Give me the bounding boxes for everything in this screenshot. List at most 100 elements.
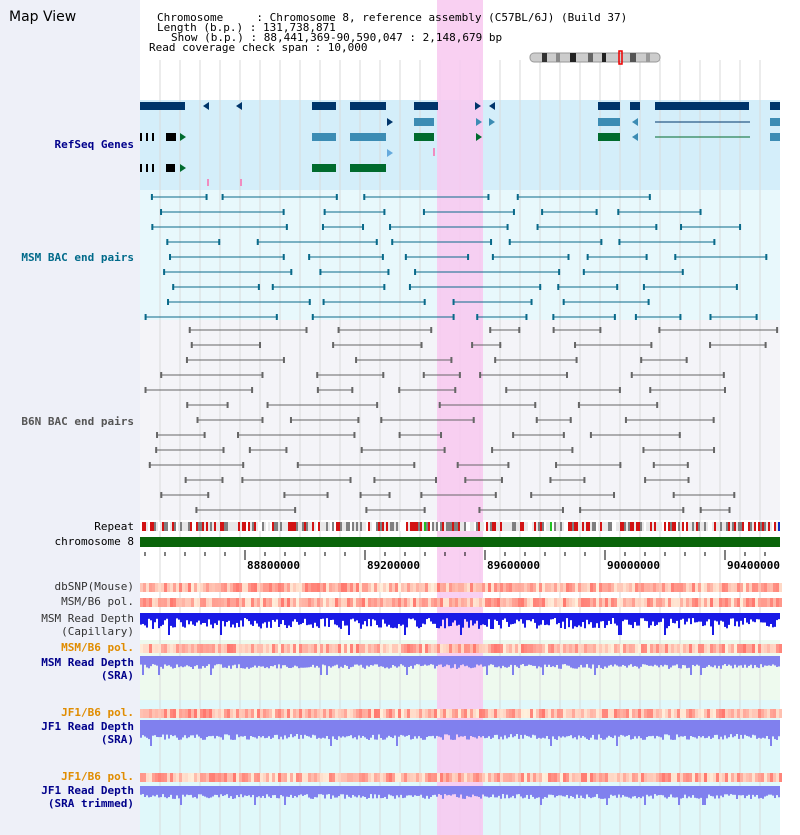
- heat-cell: [629, 773, 632, 782]
- depth-bar: [474, 786, 476, 797]
- length-info: Length (b.p.) : 131,738,871: [157, 21, 336, 34]
- depth-bar: [244, 613, 246, 619]
- depth-bar: [548, 613, 550, 626]
- depth-bar: [280, 786, 282, 796]
- heat-cell: [215, 644, 218, 653]
- repeat-mark: [708, 522, 710, 531]
- heat-cell: [284, 598, 287, 607]
- depth-bar: [468, 786, 470, 797]
- repeat-track-label[interactable]: Repeat: [94, 520, 134, 533]
- repeat-mark: [700, 522, 702, 531]
- heat-cell: [377, 709, 380, 718]
- depth-bar: [332, 720, 334, 737]
- heat-cell: [743, 583, 746, 592]
- repeat-mark: [274, 522, 276, 531]
- depth-bar: [208, 613, 210, 620]
- chromosome-track-label[interactable]: chromosome 8: [54, 535, 134, 548]
- depth-bar: [256, 613, 258, 624]
- heat-cell: [479, 773, 482, 782]
- depth-bar: [526, 720, 528, 736]
- heat-cell: [734, 644, 737, 653]
- depth-bar: [634, 656, 636, 666]
- heat-cell: [416, 644, 419, 653]
- depth-bar: [626, 613, 628, 620]
- depth-bar: [312, 786, 314, 799]
- depth-bar: [430, 720, 432, 737]
- depth-bar: [278, 786, 280, 799]
- msm-depth-capillary-label[interactable]: MSM Read Depth: [41, 612, 134, 625]
- depth-bar: [352, 786, 354, 795]
- repeat-mark: [448, 522, 450, 531]
- heat-cell: [551, 583, 554, 592]
- repeat-mark: [698, 522, 700, 531]
- heat-cell: [779, 598, 782, 607]
- depth-bar: [556, 786, 558, 796]
- depth-bar: [374, 656, 376, 665]
- depth-bar: [472, 613, 474, 626]
- msm-depth-sra-label[interactable]: MSM Read Depth: [41, 656, 134, 669]
- heat-cell: [623, 598, 626, 607]
- heat-cell: [587, 709, 590, 718]
- depth-bar: [254, 613, 256, 621]
- repeat-mark: [412, 522, 414, 531]
- depth-bar: [474, 720, 476, 738]
- heat-cell: [524, 644, 527, 653]
- depth-bar: [372, 656, 374, 666]
- depth-bar: [260, 786, 262, 798]
- msm-pol-track-label[interactable]: MSM/B6 pol.: [61, 595, 134, 608]
- heat-cell: [653, 709, 656, 718]
- depth-bar: [318, 720, 320, 738]
- depth-bar: [594, 656, 596, 675]
- heat-cell: [593, 644, 596, 653]
- ideogram-band: [630, 53, 636, 62]
- gene-block: [140, 164, 142, 172]
- heat-cell: [338, 644, 341, 653]
- depth-bar: [642, 786, 644, 797]
- jf1-depth-trimmed-label[interactable]: JF1 Read Depth: [41, 784, 134, 797]
- jf1-depth-sra-label[interactable]: JF1 Read Depth: [41, 720, 134, 733]
- heat-cell: [491, 583, 494, 592]
- depth-bar: [534, 720, 536, 736]
- heat-cell: [530, 644, 533, 653]
- depth-bar: [746, 786, 748, 796]
- heat-cell: [305, 644, 308, 653]
- depth-bar: [258, 720, 260, 736]
- depth-bar: [624, 656, 626, 666]
- depth-bar: [516, 720, 518, 735]
- msm-pol-sra-label[interactable]: MSM/B6 pol.: [61, 641, 134, 654]
- heat-cell: [242, 583, 245, 592]
- depth-bar: [518, 786, 520, 795]
- msm-bac-track-label[interactable]: MSM BAC end pairs: [21, 251, 134, 264]
- heat-cell: [764, 773, 767, 782]
- jf1-pol-label[interactable]: JF1/B6 pol.: [61, 706, 134, 719]
- depth-bar: [204, 786, 206, 797]
- depth-bar: [296, 613, 298, 622]
- heat-cell: [242, 709, 245, 718]
- depth-bar: [724, 656, 726, 665]
- dbsnp-track-label[interactable]: dbSNP(Mouse): [54, 580, 134, 593]
- refseq-track-label[interactable]: RefSeq Genes: [54, 138, 134, 151]
- heat-cell: [548, 709, 551, 718]
- heat-cell: [212, 583, 215, 592]
- jf1-pol-trimmed-label[interactable]: JF1/B6 pol.: [61, 770, 134, 783]
- heat-cell: [545, 644, 548, 653]
- depth-bar: [228, 720, 230, 736]
- depth-bar: [520, 656, 522, 665]
- heat-cell: [266, 598, 269, 607]
- b6n-bac-track-label[interactable]: B6N BAC end pairs: [21, 415, 134, 428]
- heat-cell: [689, 644, 692, 653]
- depth-bar: [602, 720, 604, 740]
- heat-cell: [236, 583, 239, 592]
- depth-bar: [450, 786, 452, 796]
- heat-cell: [356, 583, 359, 592]
- depth-bar: [476, 786, 478, 797]
- bac-end: [382, 372, 385, 378]
- depth-bar: [330, 656, 332, 668]
- heat-cell: [293, 598, 296, 607]
- bac-end: [640, 357, 643, 363]
- depth-bar: [488, 786, 490, 798]
- depth-bar: [650, 613, 652, 626]
- heat-cell: [599, 583, 602, 592]
- heat-cell: [539, 709, 542, 718]
- heat-cell: [347, 773, 350, 782]
